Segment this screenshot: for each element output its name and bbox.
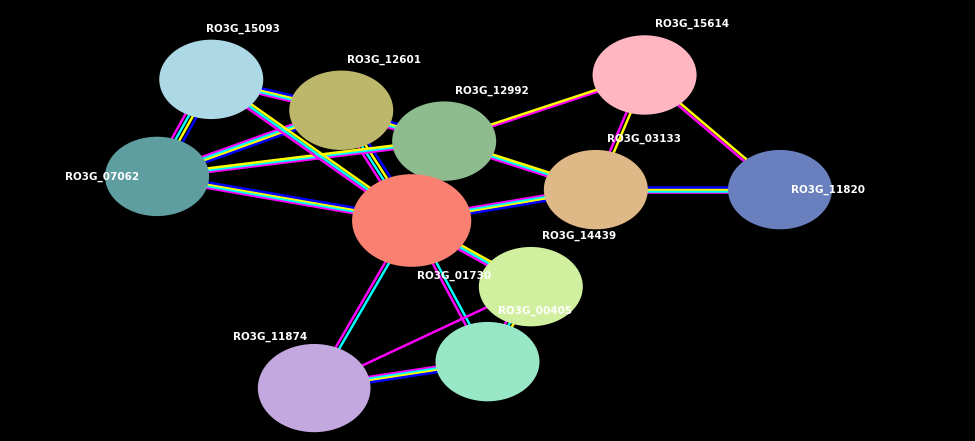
Ellipse shape [593, 35, 696, 115]
Ellipse shape [479, 247, 583, 326]
Text: RO3G_15093: RO3G_15093 [206, 23, 280, 34]
Ellipse shape [159, 40, 263, 119]
Text: RO3G_14439: RO3G_14439 [542, 231, 616, 241]
Text: RO3G_03133: RO3G_03133 [606, 134, 681, 144]
Ellipse shape [105, 137, 209, 216]
Ellipse shape [257, 344, 370, 432]
Text: RO3G_11874: RO3G_11874 [233, 332, 307, 343]
Ellipse shape [544, 150, 647, 229]
Text: RO3G_15614: RO3G_15614 [655, 19, 729, 30]
Text: RO3G_11820: RO3G_11820 [791, 184, 865, 195]
Text: RO3G_00405: RO3G_00405 [498, 306, 572, 316]
Text: RO3G_01730: RO3G_01730 [417, 270, 491, 281]
Ellipse shape [436, 322, 539, 401]
Ellipse shape [728, 150, 832, 229]
Text: RO3G_12992: RO3G_12992 [455, 85, 528, 96]
Ellipse shape [392, 101, 496, 181]
Text: RO3G_12601: RO3G_12601 [347, 54, 420, 65]
Ellipse shape [290, 71, 393, 150]
Text: RO3G_07062: RO3G_07062 [65, 171, 139, 182]
Ellipse shape [352, 174, 471, 267]
